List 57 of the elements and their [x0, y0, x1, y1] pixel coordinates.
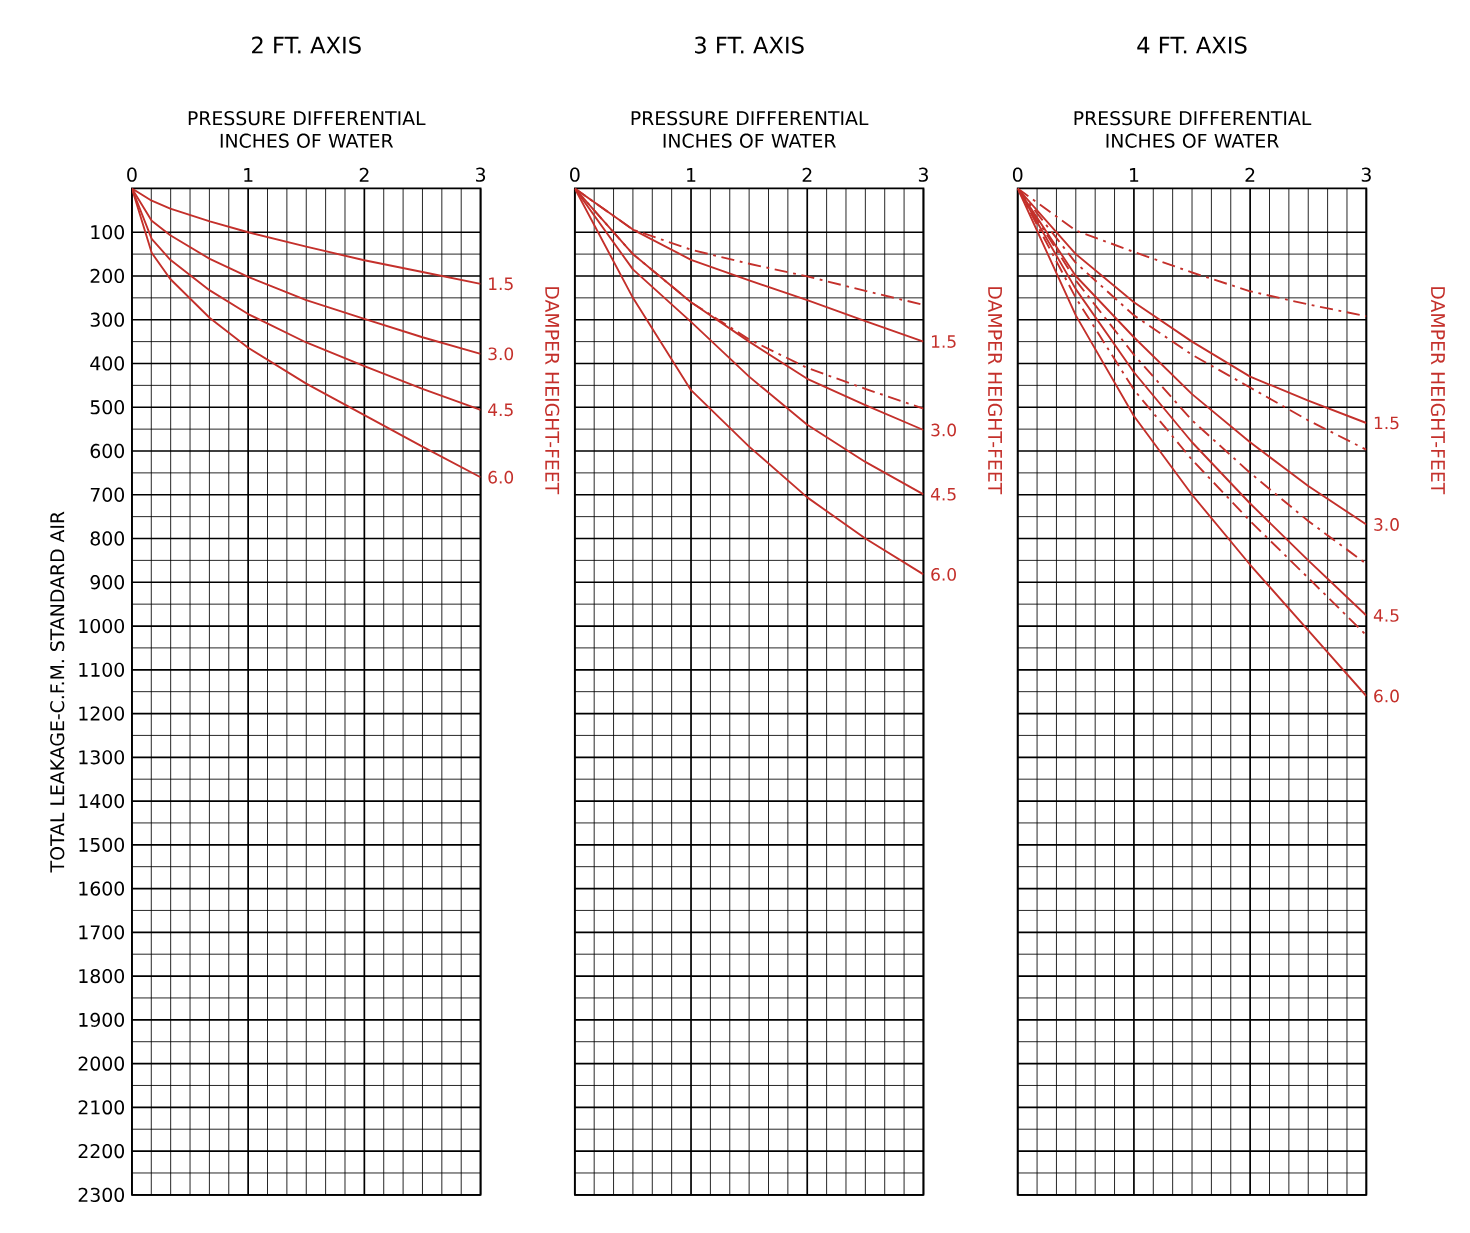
- chart-title: 4 FT. AXIS: [1137, 36, 1247, 54]
- y-tick-label: 1000: [79, 619, 125, 634]
- y-tick-label: 400: [90, 356, 125, 371]
- series-label: 1.5: [489, 277, 513, 291]
- x-tick-label: 0: [127, 167, 137, 183]
- y2-axis-title: DAMPER HEIGHT-FEET: [1430, 287, 1446, 495]
- series-label: 3.0: [488, 347, 514, 361]
- y-tick-label: 2200: [78, 1144, 125, 1159]
- x-axis-title: PRESSURE DIFFERENTIAL INCHES OF WATER: [188, 111, 426, 149]
- y-tick-label: 1100: [79, 662, 125, 678]
- x-tick-label: 2: [802, 168, 812, 183]
- chart-title: 3 FT. AXIS: [695, 36, 804, 54]
- y-tick-label: 500: [90, 400, 125, 415]
- x-tick-label: 2: [359, 168, 369, 183]
- x-tick-label: 1: [687, 168, 696, 183]
- y-tick-label: 200: [90, 269, 125, 284]
- x-axis-title: PRESSURE DIFFERENTIAL INCHES OF WATER: [631, 111, 869, 149]
- y-tick-label: 100: [91, 225, 125, 240]
- series-label: 6.0: [931, 568, 956, 582]
- y-tick-label: 1400: [79, 794, 125, 809]
- y-tick-label: 600: [90, 444, 125, 459]
- chart-title: 2 FT. AXIS: [252, 36, 361, 54]
- y2-axis-title: DAMPER HEIGHT-FEET: [545, 287, 560, 495]
- y-tick-label: 2100: [78, 1100, 125, 1115]
- x-tick-label: 3: [918, 167, 928, 183]
- series-label: 3.0: [931, 423, 956, 437]
- y-tick-label: 800: [90, 531, 125, 546]
- y-tick-label: 1700: [79, 925, 125, 940]
- y-tick-label: 700: [90, 487, 125, 503]
- x-tick-label: 1: [1129, 168, 1139, 183]
- y-tick-label: 1200: [79, 706, 125, 721]
- y-tick-label: 1600: [79, 881, 125, 896]
- series-label: 3.0: [1374, 518, 1399, 532]
- y-tick-label: 1900: [79, 1012, 125, 1028]
- series-label: 4.5: [930, 488, 956, 501]
- series-label: 1.5: [931, 335, 956, 349]
- x-tick-label: 3: [1361, 167, 1371, 183]
- y-tick-label: 1800: [79, 969, 125, 984]
- y-tick-label: 2000: [78, 1056, 125, 1071]
- x-tick-label: 0: [1012, 167, 1023, 183]
- x-tick-label: 1: [244, 168, 253, 183]
- x-axis-title: PRESSURE DIFFERENTIAL INCHES OF WATER: [1074, 111, 1312, 149]
- x-tick-label: 2: [1245, 168, 1255, 183]
- series-label: 4.5: [488, 403, 513, 417]
- y-axis-title: TOTAL LEAKAGE-C.F.M. STANDARD AIR: [50, 511, 65, 873]
- x-tick-label: 3: [476, 167, 486, 183]
- y-tick-label: 1300: [79, 750, 125, 765]
- y-tick-label: 300: [90, 312, 125, 328]
- series-label: 6.0: [488, 471, 514, 484]
- y-tick-label: 1500: [79, 837, 125, 853]
- y-tick-label: 2300: [78, 1187, 125, 1203]
- x-tick-label: 0: [570, 167, 580, 183]
- series-label: 1.5: [1374, 416, 1399, 430]
- series-label: 6.0: [1374, 689, 1399, 703]
- y-tick-label: 900: [90, 575, 125, 590]
- y2-axis-title: DAMPER HEIGHT-FEET: [987, 287, 1003, 495]
- series-label: 4.5: [1373, 609, 1399, 623]
